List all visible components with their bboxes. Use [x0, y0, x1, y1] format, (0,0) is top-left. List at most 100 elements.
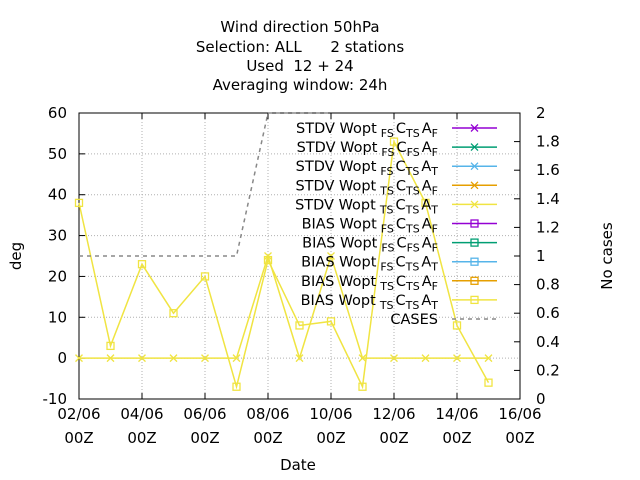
data-point [484, 378, 493, 387]
legend-label-part: FS [407, 146, 420, 159]
legend-label-part: A [421, 197, 431, 213]
y2-tick-label: 1.4 [536, 190, 560, 208]
legend-label-part: A [422, 236, 432, 252]
legend-label-part: FS [380, 261, 393, 274]
y-tick-label: 60 [48, 104, 67, 122]
legend-label: STDV Wopt FS CTS AF [296, 121, 438, 140]
data-point [389, 137, 399, 146]
legend-label-part: C [397, 236, 407, 252]
data-point [453, 354, 461, 363]
legend-label-part: C [396, 274, 406, 290]
x-tick-label: 10/06 [309, 405, 352, 423]
data-point [137, 260, 147, 269]
data-point [200, 272, 210, 281]
x-tick-label-time: 00Z [442, 429, 471, 447]
x-tick-label-time: 00Z [505, 429, 534, 447]
legend-label-part: STDV Wopt [296, 159, 377, 175]
legend-entry: STDV Wopt TS CTS AT [295, 197, 497, 216]
legend-label-part: BIAS Wopt [301, 293, 377, 309]
legend-label-part: STDV Wopt [295, 197, 376, 213]
y2-axis-label: No cases [598, 222, 616, 290]
legend-label-part: FS [407, 242, 420, 255]
data-point [358, 382, 367, 391]
data-point [106, 341, 115, 351]
series-bias [74, 137, 493, 391]
y2-tick-label: 1 [536, 247, 546, 265]
legend-entry: STDV Wopt FS CTS AF [296, 121, 497, 140]
legend-label: STDV Wopt TS CTS AF [295, 178, 438, 197]
chart-title: Wind direction 50hPa Selection: ALL 2 st… [196, 18, 404, 94]
y2-tick-label: 0.2 [536, 361, 560, 379]
x-tick-label: 14/06 [435, 405, 478, 423]
x-tick-label-time: 00Z [379, 429, 408, 447]
legend-entry: BIAS Wopt TS CTS AF [301, 274, 497, 293]
legend-label-part: BIAS Wopt [301, 274, 377, 290]
legend-label-part: TS [405, 203, 420, 216]
legend-label-part: A [421, 293, 431, 309]
series-layer [74, 112, 493, 391]
legend-label-part: C [396, 197, 406, 213]
data-point [470, 295, 479, 305]
legend-label-part: A [422, 121, 432, 137]
legend-label-part: TS [405, 184, 420, 197]
x-tick-label-time: 00Z [253, 429, 282, 447]
legend-label-part: STDV Wopt [297, 140, 378, 156]
x-tick-label: 16/06 [498, 405, 541, 423]
legend-entry: STDV Wopt FS CFS AF [297, 140, 497, 159]
data-point [232, 382, 241, 391]
axes: 02/06 00Z 04/06 00Z 06/06 00Z 08/06 00Z 10/06 00Z… [43, 104, 560, 447]
data-point [106, 354, 115, 363]
legend-label-part: C [396, 293, 406, 309]
legend-label: BIAS Wopt FS CFS AF [302, 236, 438, 255]
legend-label-part: FS [381, 127, 394, 140]
y-tick-label: 30 [48, 227, 67, 245]
y2-tick-label: 0.4 [536, 333, 560, 351]
legend-label-part: T [430, 261, 438, 274]
legend-label: STDV Wopt FS CFS AF [297, 140, 438, 159]
legend-label-part: C [396, 159, 406, 175]
legend-label-part: STDV Wopt [295, 178, 376, 194]
legend-label-part: TS [405, 261, 420, 274]
legend-label-part: FS [381, 223, 394, 236]
title-line-2: Selection: ALL 2 stations [196, 38, 404, 56]
x-tick-label-time: 00Z [127, 429, 156, 447]
data-point [295, 321, 304, 330]
x-tick-label: 02/06 [57, 405, 100, 423]
legend-label-part: BIAS Wopt [302, 217, 378, 233]
legend-label-part: BIAS Wopt [302, 236, 378, 252]
data-point [470, 143, 479, 152]
y2-tick-label: 2 [536, 104, 546, 122]
legend-label-part: TS [405, 165, 420, 178]
legend-label-part: F [432, 223, 438, 236]
data-point [452, 321, 462, 330]
legend-label-part: BIAS Wopt [301, 255, 377, 271]
legend-label-part: TS [405, 127, 420, 140]
x-tick-label: 04/06 [120, 405, 163, 423]
legend-label-part: A [421, 255, 431, 271]
data-point [421, 354, 430, 363]
legend-label-part: C [396, 255, 406, 271]
data-point [326, 317, 336, 326]
legend-entry: CASES [390, 312, 497, 328]
legend-entry: STDV Wopt FS CTS AT [296, 159, 497, 178]
data-point [470, 124, 479, 132]
title-line-1: Wind direction 50hPa [220, 18, 379, 36]
legend-label-part: TS [405, 280, 420, 293]
y2-tick-label: 0.8 [536, 276, 560, 294]
series-line [79, 253, 489, 361]
legend-label-part: CASES [390, 312, 438, 328]
x-tick-label-time: 00Z [64, 429, 93, 447]
title-line-3: Used 12 + 24 [246, 57, 353, 75]
legend-label: BIAS Wopt TS CTS AT [301, 293, 439, 312]
legend-entry: BIAS Wopt FS CTS AF [302, 217, 497, 236]
legend-label-part: TS [379, 280, 394, 293]
legend-label-part: TS [379, 203, 394, 216]
legend-label-part: F [432, 242, 438, 255]
data-point [421, 198, 430, 208]
data-point [358, 354, 367, 363]
y-tick-label: 40 [48, 186, 67, 204]
y2-tick-label: 1.2 [536, 218, 560, 236]
data-point [470, 276, 479, 285]
y2-tick-label: 1.8 [536, 133, 560, 151]
